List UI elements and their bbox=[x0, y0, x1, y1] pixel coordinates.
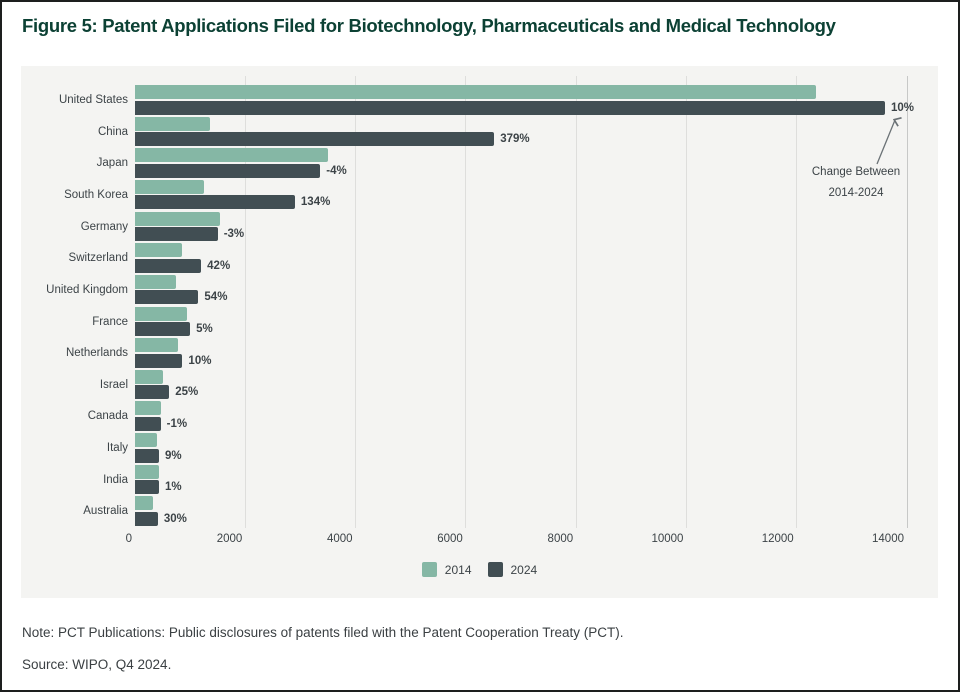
change-label: 54% bbox=[204, 291, 228, 304]
bar-2014-japan bbox=[135, 148, 328, 163]
change-label: 379% bbox=[500, 133, 530, 146]
change-label: 1% bbox=[164, 481, 182, 494]
gridline-8000 bbox=[575, 76, 577, 528]
bar-2024-japan bbox=[135, 163, 321, 178]
chart-panel: 2014 2024 Change Between 2014-2024 0 2000… bbox=[21, 66, 938, 598]
bar-2024-australia bbox=[135, 511, 158, 526]
change-label: 10% bbox=[188, 354, 212, 367]
bar-2024-united-states bbox=[135, 100, 885, 115]
change-label: 9% bbox=[164, 449, 182, 462]
legend-item-2024: 2024 bbox=[487, 562, 538, 577]
country-label: United Kingdom bbox=[46, 283, 128, 296]
gridline-12000 bbox=[796, 76, 798, 528]
change-label: 134% bbox=[300, 196, 331, 209]
bar-2014-italy bbox=[135, 433, 158, 448]
bar-2014-israel bbox=[135, 369, 163, 384]
country-label: Australia bbox=[83, 505, 128, 518]
change-label: 30% bbox=[163, 512, 187, 525]
x-tick-label: 2000 bbox=[216, 533, 243, 545]
bar-2024-china bbox=[135, 132, 495, 147]
gridline-6000 bbox=[465, 76, 467, 528]
change-label: 42% bbox=[207, 259, 231, 272]
bar-2024-united-kingdom bbox=[135, 290, 199, 305]
gridline-14000 bbox=[906, 76, 908, 528]
chart-legend: 2014 2024 bbox=[21, 562, 938, 577]
bar-2024-netherlands bbox=[135, 353, 183, 368]
country-label: Switzerland bbox=[68, 252, 128, 265]
x-tick-label: 6000 bbox=[437, 533, 463, 545]
source-text: Source: WIPO, Q4 2024. bbox=[22, 657, 172, 672]
country-label: Israel bbox=[99, 378, 128, 391]
bar-2024-canada bbox=[135, 416, 161, 431]
legend-label-2014: 2014 bbox=[444, 562, 472, 577]
country-label: United States bbox=[58, 94, 128, 106]
bar-2024-israel bbox=[135, 385, 170, 400]
bar-2014-china bbox=[135, 116, 210, 131]
bar-2024-south-korea bbox=[135, 195, 295, 210]
change-label: 25% bbox=[175, 386, 199, 399]
gridline-4000 bbox=[355, 76, 357, 528]
bar-2024-germany bbox=[135, 227, 218, 242]
legend-label-2024: 2024 bbox=[510, 562, 538, 577]
change-label: 5% bbox=[196, 323, 213, 335]
x-tick-label: 8000 bbox=[547, 533, 574, 545]
change-annotation-line1: Change Between bbox=[811, 166, 901, 178]
x-tick-label: 10000 bbox=[651, 533, 684, 545]
bar-2014-switzerland bbox=[135, 243, 182, 258]
x-tick-label: 14000 bbox=[872, 533, 904, 545]
country-label: France bbox=[92, 315, 128, 328]
gridline-2000 bbox=[244, 76, 246, 528]
change-label: -4% bbox=[326, 164, 347, 177]
country-label: Netherlands bbox=[65, 347, 128, 360]
bar-2024-switzerland bbox=[135, 258, 202, 273]
x-tick-label: 4000 bbox=[326, 533, 353, 545]
bar-2014-canada bbox=[135, 401, 161, 416]
x-tick-label: 12000 bbox=[761, 533, 794, 545]
change-label: -3% bbox=[223, 228, 245, 241]
change-label: 10% bbox=[890, 101, 914, 114]
gridline-10000 bbox=[685, 76, 687, 528]
bar-2024-france bbox=[135, 322, 191, 336]
country-label: India bbox=[103, 473, 128, 486]
change-annotation: Change Between 2014-2024 bbox=[766, 162, 946, 203]
bar-2014-south-korea bbox=[135, 179, 204, 194]
country-label: South Korea bbox=[64, 188, 128, 201]
country-label: Italy bbox=[106, 442, 128, 455]
change-label: -1% bbox=[166, 417, 188, 430]
legend-swatch-2014 bbox=[421, 562, 437, 577]
bar-2014-united-states bbox=[135, 85, 816, 99]
annotation-arrow-icon bbox=[876, 113, 905, 165]
legend-item-2014: 2014 bbox=[421, 562, 472, 577]
country-label: Japan bbox=[96, 157, 128, 170]
bar-2014-india bbox=[135, 464, 159, 479]
country-label: China bbox=[97, 125, 128, 138]
note-text: Note: PCT Publications: Public disclosur… bbox=[22, 625, 624, 640]
bar-2014-australia bbox=[135, 496, 153, 511]
bar-2014-netherlands bbox=[135, 338, 178, 353]
legend-swatch-2024 bbox=[487, 562, 503, 577]
country-label: Germany bbox=[80, 220, 128, 233]
bar-2014-germany bbox=[135, 211, 221, 226]
bar-2024-india bbox=[135, 480, 159, 495]
bar-2014-united-kingdom bbox=[135, 274, 177, 289]
bar-2014-france bbox=[135, 306, 188, 321]
page-title: Figure 5: Patent Applications Filed for … bbox=[22, 15, 836, 36]
bar-2024-italy bbox=[135, 448, 159, 463]
change-annotation-line2: 2014-2024 bbox=[828, 186, 884, 199]
country-label: Canada bbox=[87, 410, 128, 423]
x-tick-label: 0 bbox=[125, 533, 132, 545]
